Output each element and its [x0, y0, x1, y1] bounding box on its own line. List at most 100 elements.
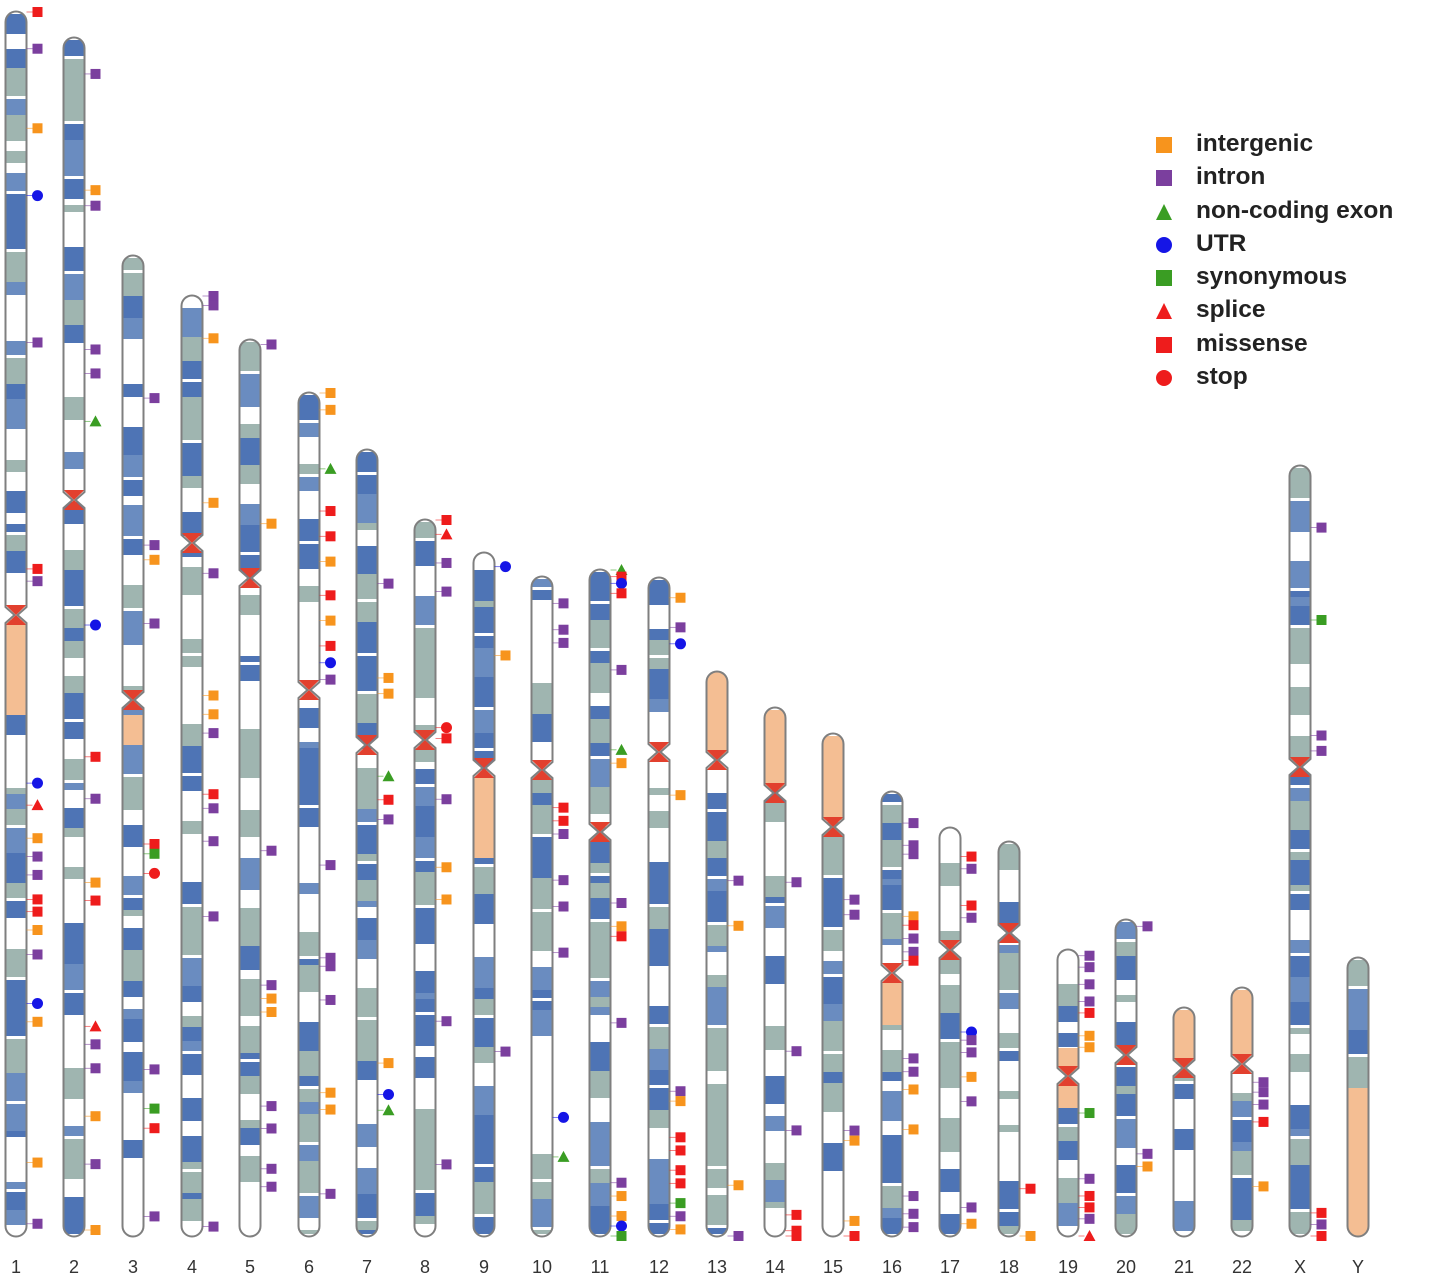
chromosome-band: [1173, 1129, 1195, 1142]
chromosome-band: [298, 748, 320, 774]
chromosome-band: [881, 805, 903, 823]
chromosome-band: [881, 1072, 903, 1081]
chromosome-band: [414, 1015, 436, 1046]
chromosome-band: [356, 523, 378, 530]
heterochromatin-region: [473, 778, 495, 858]
chromosome-band: [122, 876, 144, 895]
variant-marker-intron: [441, 557, 452, 568]
chromosome-band: [1231, 1142, 1253, 1151]
variant-marker-missense: [325, 640, 336, 651]
chromosome-band: [764, 876, 786, 897]
chromosome-outline: [238, 338, 262, 1238]
chromosome-label: 13: [707, 1257, 727, 1277]
heterochromatin-region: [822, 736, 844, 820]
chromosome-15: 15: [821, 732, 860, 1277]
variant-marker-missense: [675, 1178, 686, 1189]
chromosome-band: [63, 124, 85, 140]
chromosome-band: [822, 1004, 844, 1021]
chromosome-band: [473, 1141, 495, 1164]
chromosome-band: [822, 1143, 844, 1171]
variant-marker-intron: [791, 1125, 802, 1136]
chromosome-band: [181, 1027, 203, 1041]
variant-marker-missense: [616, 588, 627, 599]
chromosome-band: [63, 76, 85, 96]
centromere: [181, 533, 203, 543]
chromosome-band: [1289, 628, 1311, 658]
centromere: [531, 770, 553, 780]
chromosome-band: [298, 1051, 320, 1076]
centromere: [1231, 1054, 1253, 1064]
chromosome-band: [5, 1104, 27, 1131]
chromosome-band: [648, 699, 670, 712]
variant-marker-intron: [208, 291, 219, 301]
variant-marker-intron: [1316, 730, 1327, 741]
chromosome-band: [298, 883, 320, 894]
chromosome-band: [1289, 801, 1311, 830]
chromosome-band: [181, 656, 203, 667]
chromosome-band: [648, 936, 670, 966]
chromosome-band: [239, 1076, 261, 1094]
chromosome-outline: [355, 448, 379, 1238]
chromosome-band: [414, 908, 436, 935]
chromosome-band: [589, 922, 611, 935]
chromosome-band: [356, 1230, 378, 1234]
chromosome-outline: [121, 254, 145, 1238]
variant-marker-missense: [1258, 1116, 1269, 1127]
centromere: [764, 783, 786, 793]
chromosome-band: [181, 958, 203, 986]
chromosome-outline: [62, 36, 86, 1238]
chromosome-band: [473, 894, 495, 924]
chromosome-band: [648, 811, 670, 828]
heterochromatin-region: [1231, 990, 1253, 1056]
variant-marker-intergenic: [90, 1111, 101, 1122]
chromosome-14: 14: [763, 706, 802, 1277]
chromosome-band: [63, 964, 85, 990]
chromosome-band: [239, 1156, 261, 1182]
variant-marker-intron: [616, 898, 627, 908]
centromere: [998, 933, 1020, 943]
variant-marker-intron: [558, 875, 569, 886]
variant-marker-missense: [791, 1225, 802, 1236]
chromosome-band: [1347, 1057, 1369, 1088]
variant-marker-intergenic: [1142, 1161, 1153, 1172]
variant-marker-intergenic: [441, 894, 452, 905]
heterochromatin-region: [122, 715, 144, 745]
chromosome-band: [181, 424, 203, 440]
chromosome-band: [414, 628, 436, 641]
chromosome-band: [63, 923, 85, 941]
chromosome-band: [589, 604, 611, 620]
variant-marker-intergenic: [383, 1058, 394, 1069]
chromosome-band: [1115, 1214, 1137, 1234]
chromosome-band: [706, 1195, 728, 1225]
chromosome-band: [1057, 1040, 1079, 1047]
variant-marker-intergenic: [32, 925, 43, 935]
variant-marker-synonymous: [616, 1231, 627, 1241]
chromosome-band: [822, 878, 844, 896]
chromosome-band: [531, 929, 553, 951]
chromosome-band: [356, 452, 378, 472]
chromosome-band: [122, 1081, 144, 1093]
chromosome-band: [473, 1086, 495, 1115]
variant-marker-intron: [32, 851, 43, 862]
chromosome-band: [1289, 1054, 1311, 1072]
chromosome-outline: [938, 826, 962, 1238]
chromosome-band: [63, 550, 85, 570]
chromosome-band: [706, 897, 728, 922]
chromosome-band: [181, 907, 203, 916]
chromosome-band: [239, 871, 261, 890]
variant-marker-intron: [32, 337, 43, 348]
chromosome-band: [473, 1217, 495, 1234]
chromosome-band: [589, 1206, 611, 1234]
chromosome-band: [1115, 1119, 1137, 1148]
variant-marker-missense: [558, 815, 569, 826]
variant-marker-missense: [90, 895, 101, 906]
chromosome-band: [298, 395, 320, 420]
centromere: [939, 950, 961, 960]
variant-marker-intron: [500, 1046, 511, 1057]
chromosome-band: [122, 585, 144, 608]
chromosome-band: [822, 1021, 844, 1051]
chromosome-band: [531, 1207, 553, 1227]
chromosome-band: [63, 205, 85, 212]
variant-marker-intron: [908, 933, 919, 944]
chromosome-band: [181, 567, 203, 595]
